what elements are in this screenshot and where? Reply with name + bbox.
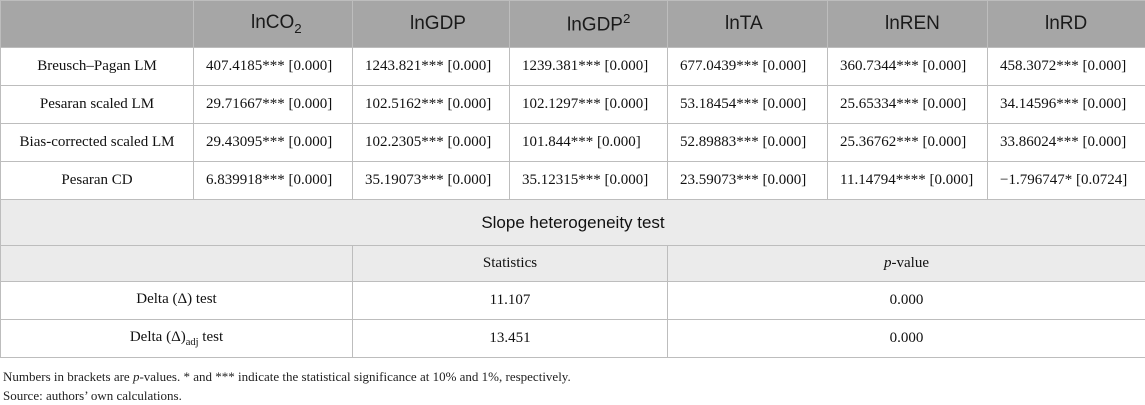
table-row: Delta (Δ) test 11.107 0.000 bbox=[1, 282, 1145, 320]
row-label: Delta (Δ) test bbox=[1, 282, 353, 320]
table-cell: 29.71667*** [0.000] bbox=[194, 86, 353, 124]
row-label: Breusch–Pagan LM bbox=[1, 48, 194, 86]
p-value-header: p-value bbox=[668, 246, 1145, 282]
table-cell: 407.4185*** [0.000] bbox=[194, 48, 353, 86]
p-value: 0.000 bbox=[668, 282, 1145, 320]
table-cell: 458.3072*** [0.000] bbox=[988, 48, 1145, 86]
table-row: Delta (Δ)adj test 13.451 0.000 bbox=[1, 320, 1145, 358]
table-cell: 53.18454*** [0.000] bbox=[668, 86, 828, 124]
table-cell: 33.86024*** [0.000] bbox=[988, 124, 1145, 162]
slope-subheader-row: Statistics p-value bbox=[1, 246, 1145, 282]
table-cell: −1.796747* [0.0724] bbox=[988, 162, 1145, 200]
statistics-header: Statistics bbox=[353, 246, 668, 282]
p-value: 0.000 bbox=[668, 320, 1145, 358]
row-label: Bias-corrected scaled LM bbox=[1, 124, 194, 162]
table-cell: 11.14794**** [0.000] bbox=[828, 162, 988, 200]
col-header-lngdp: lnGDP bbox=[353, 1, 510, 48]
slope-subheader-blank bbox=[1, 246, 353, 282]
header-row: lnCO2 lnGDP lnGDP2 lnTA lnREN lnRD bbox=[1, 1, 1145, 48]
table-cell: 29.43095*** [0.000] bbox=[194, 124, 353, 162]
table-cell: 102.2305*** [0.000] bbox=[353, 124, 510, 162]
table-cell: 52.89883*** [0.000] bbox=[668, 124, 828, 162]
table-cell: 23.59073*** [0.000] bbox=[668, 162, 828, 200]
col-header-lnrd: lnRD bbox=[988, 1, 1145, 48]
table-cell: 35.12315*** [0.000] bbox=[510, 162, 668, 200]
statistic-value: 11.107 bbox=[353, 282, 668, 320]
table-row: Breusch–Pagan LM 407.4185*** [0.000] 124… bbox=[1, 48, 1145, 86]
col-header-lnren: lnREN bbox=[828, 1, 988, 48]
table-cell: 360.7344*** [0.000] bbox=[828, 48, 988, 86]
table-cell: 102.5162*** [0.000] bbox=[353, 86, 510, 124]
table-cell: 25.36762*** [0.000] bbox=[828, 124, 988, 162]
table-cell: 1243.821*** [0.000] bbox=[353, 48, 510, 86]
col-header-lnco2: lnCO2 bbox=[194, 1, 353, 48]
table-footnotes: Numbers in brackets are p-values. * and … bbox=[3, 367, 571, 405]
slope-heterogeneity-title-row: Slope heterogeneity test bbox=[1, 200, 1145, 246]
row-label: Pesaran CD bbox=[1, 162, 194, 200]
table-cell: 25.65334*** [0.000] bbox=[828, 86, 988, 124]
col-header-lnta: lnTA bbox=[668, 1, 828, 48]
table-row: Pesaran scaled LM 29.71667*** [0.000] 10… bbox=[1, 86, 1145, 124]
table-cell: 677.0439*** [0.000] bbox=[668, 48, 828, 86]
col-header-lngdp2: lnGDP2 bbox=[510, 1, 668, 48]
header-corner-cell bbox=[1, 1, 194, 48]
table-cell: 101.844*** [0.000] bbox=[510, 124, 668, 162]
footnote-source: Source: authors’ own calculations. bbox=[3, 386, 571, 405]
table-cell: 6.839918*** [0.000] bbox=[194, 162, 353, 200]
row-label: Delta (Δ)adj test bbox=[1, 320, 353, 358]
row-label: Pesaran scaled LM bbox=[1, 86, 194, 124]
table-cell: 34.14596*** [0.000] bbox=[988, 86, 1145, 124]
table-cell: 102.1297*** [0.000] bbox=[510, 86, 668, 124]
slope-heterogeneity-title: Slope heterogeneity test bbox=[1, 200, 1145, 246]
table-cell: 35.19073*** [0.000] bbox=[353, 162, 510, 200]
cross-section-dependence-table: lnCO2 lnGDP lnGDP2 lnTA lnREN lnRD Breus… bbox=[0, 0, 1145, 358]
table-row: Pesaran CD 6.839918*** [0.000] 35.19073*… bbox=[1, 162, 1145, 200]
statistic-value: 13.451 bbox=[353, 320, 668, 358]
table-cell: 1239.381*** [0.000] bbox=[510, 48, 668, 86]
footnote-significance: Numbers in brackets are p-values. * and … bbox=[3, 367, 571, 386]
table-row: Bias-corrected scaled LM 29.43095*** [0.… bbox=[1, 124, 1145, 162]
